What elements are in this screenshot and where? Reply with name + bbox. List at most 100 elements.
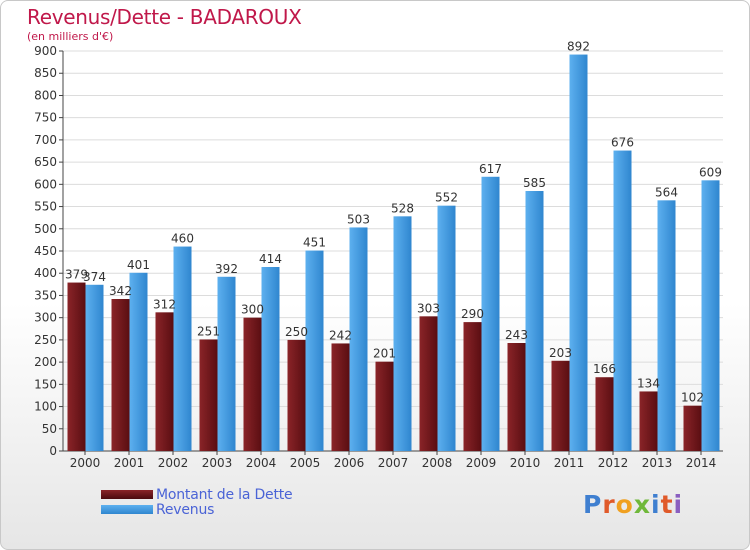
bar-revenus xyxy=(657,200,676,451)
bar-dette xyxy=(419,316,438,451)
y-tick-label: 350 xyxy=(34,288,57,302)
chart-title: Revenus/Dette - BADAROUX xyxy=(27,5,302,29)
data-label-revenus: 392 xyxy=(215,262,238,276)
x-tick-label: 2006 xyxy=(334,456,365,470)
data-label-revenus: 503 xyxy=(347,212,370,226)
chart-subtitle: (en milliers d'€) xyxy=(27,30,114,43)
data-label-revenus: 676 xyxy=(611,136,634,150)
y-tick-label: 550 xyxy=(34,200,57,214)
y-tick-label: 50 xyxy=(42,422,57,436)
bar-dette xyxy=(243,317,262,451)
data-label-revenus: 460 xyxy=(171,232,194,246)
data-label-revenus: 617 xyxy=(479,162,502,176)
bar-revenus xyxy=(481,176,500,451)
y-tick-label: 600 xyxy=(34,177,57,191)
data-label-dette: 342 xyxy=(109,284,132,298)
bar-revenus xyxy=(393,216,412,451)
data-label-dette: 312 xyxy=(153,297,176,311)
legend-item-dette: Montant de la Dette xyxy=(101,486,293,503)
x-tick-label: 2011 xyxy=(554,456,585,470)
legend-item-revenus: Revenus xyxy=(101,501,292,518)
legend-swatch-dette xyxy=(101,490,153,499)
x-tick-label: 2007 xyxy=(378,456,409,470)
bar-dette xyxy=(551,360,570,451)
legend-label-dette: Montant de la Dette xyxy=(156,486,293,503)
data-label-dette: 203 xyxy=(549,346,572,360)
x-tick-label: 2000 xyxy=(70,456,101,470)
x-tick-label: 2002 xyxy=(158,456,189,470)
bar-dette xyxy=(111,299,130,451)
bar-revenus xyxy=(349,227,368,451)
bar-revenus xyxy=(305,250,324,451)
x-tick-label: 2004 xyxy=(246,456,277,470)
bar-revenus xyxy=(701,180,720,452)
bar-dette xyxy=(375,361,394,451)
data-label-dette: 303 xyxy=(417,301,440,315)
bar-revenus xyxy=(85,284,104,451)
data-label-dette: 242 xyxy=(329,328,352,342)
data-label-revenus: 552 xyxy=(435,191,458,205)
legend-label-revenus: Revenus xyxy=(156,501,215,518)
data-label-dette: 251 xyxy=(197,324,220,338)
y-tick-label: 500 xyxy=(34,222,57,236)
y-tick-label: 700 xyxy=(34,133,57,147)
y-tick-label: 650 xyxy=(34,155,57,169)
y-tick-label: 850 xyxy=(34,66,57,80)
y-tick-label: 900 xyxy=(34,44,57,58)
bar-revenus xyxy=(569,54,588,452)
y-tick-label: 200 xyxy=(34,355,57,369)
y-tick-label: 400 xyxy=(34,266,57,280)
data-label-revenus: 892 xyxy=(567,40,590,54)
y-tick-label: 100 xyxy=(34,400,57,414)
bar-dette xyxy=(683,405,702,451)
y-tick-label: 450 xyxy=(34,244,57,258)
data-label-dette: 379 xyxy=(65,268,88,282)
x-tick-label: 2014 xyxy=(686,456,717,470)
bar-dette xyxy=(155,312,174,451)
y-tick-label: 0 xyxy=(49,444,57,458)
y-tick-label: 150 xyxy=(34,377,57,391)
x-tick-label: 2009 xyxy=(466,456,497,470)
data-label-dette: 166 xyxy=(593,362,616,376)
legend-swatch-revenus xyxy=(101,505,153,514)
x-tick-label: 2003 xyxy=(202,456,233,470)
y-tick-label: 800 xyxy=(34,88,57,102)
bar-dette xyxy=(639,391,658,451)
bar-dette xyxy=(287,339,306,451)
data-label-dette: 250 xyxy=(285,325,308,339)
bar-revenus xyxy=(217,276,236,451)
data-label-revenus: 401 xyxy=(127,258,150,272)
proxiti-logo: Proxiti xyxy=(583,490,684,519)
y-tick-label: 250 xyxy=(34,333,57,347)
x-tick-label: 2008 xyxy=(422,456,453,470)
x-tick-label: 2005 xyxy=(290,456,321,470)
data-label-revenus: 374 xyxy=(83,270,106,284)
bar-revenus xyxy=(613,150,632,452)
bar-dette xyxy=(199,339,218,451)
x-tick-label: 2012 xyxy=(598,456,629,470)
bar-dette xyxy=(463,322,482,451)
data-label-revenus: 414 xyxy=(259,252,282,266)
data-label-revenus: 528 xyxy=(391,201,414,215)
data-label-dette: 201 xyxy=(373,347,396,361)
bar-revenus xyxy=(173,246,192,451)
data-label-revenus: 564 xyxy=(655,185,678,199)
x-tick-label: 2010 xyxy=(510,456,541,470)
bar-dette xyxy=(67,282,86,451)
bar-revenus xyxy=(525,191,544,451)
bar-revenus xyxy=(129,272,148,451)
bar-dette xyxy=(595,377,614,451)
data-label-revenus: 609 xyxy=(699,165,722,179)
data-label-dette: 300 xyxy=(241,303,264,317)
data-label-revenus: 585 xyxy=(523,176,546,190)
y-tick-label: 750 xyxy=(34,111,57,125)
data-label-dette: 134 xyxy=(637,376,660,390)
data-label-dette: 102 xyxy=(681,391,704,405)
bar-dette xyxy=(331,343,350,451)
bar-dette xyxy=(507,343,526,451)
x-tick-label: 2013 xyxy=(642,456,673,470)
bar-revenus xyxy=(261,267,280,451)
data-label-dette: 290 xyxy=(461,307,484,321)
